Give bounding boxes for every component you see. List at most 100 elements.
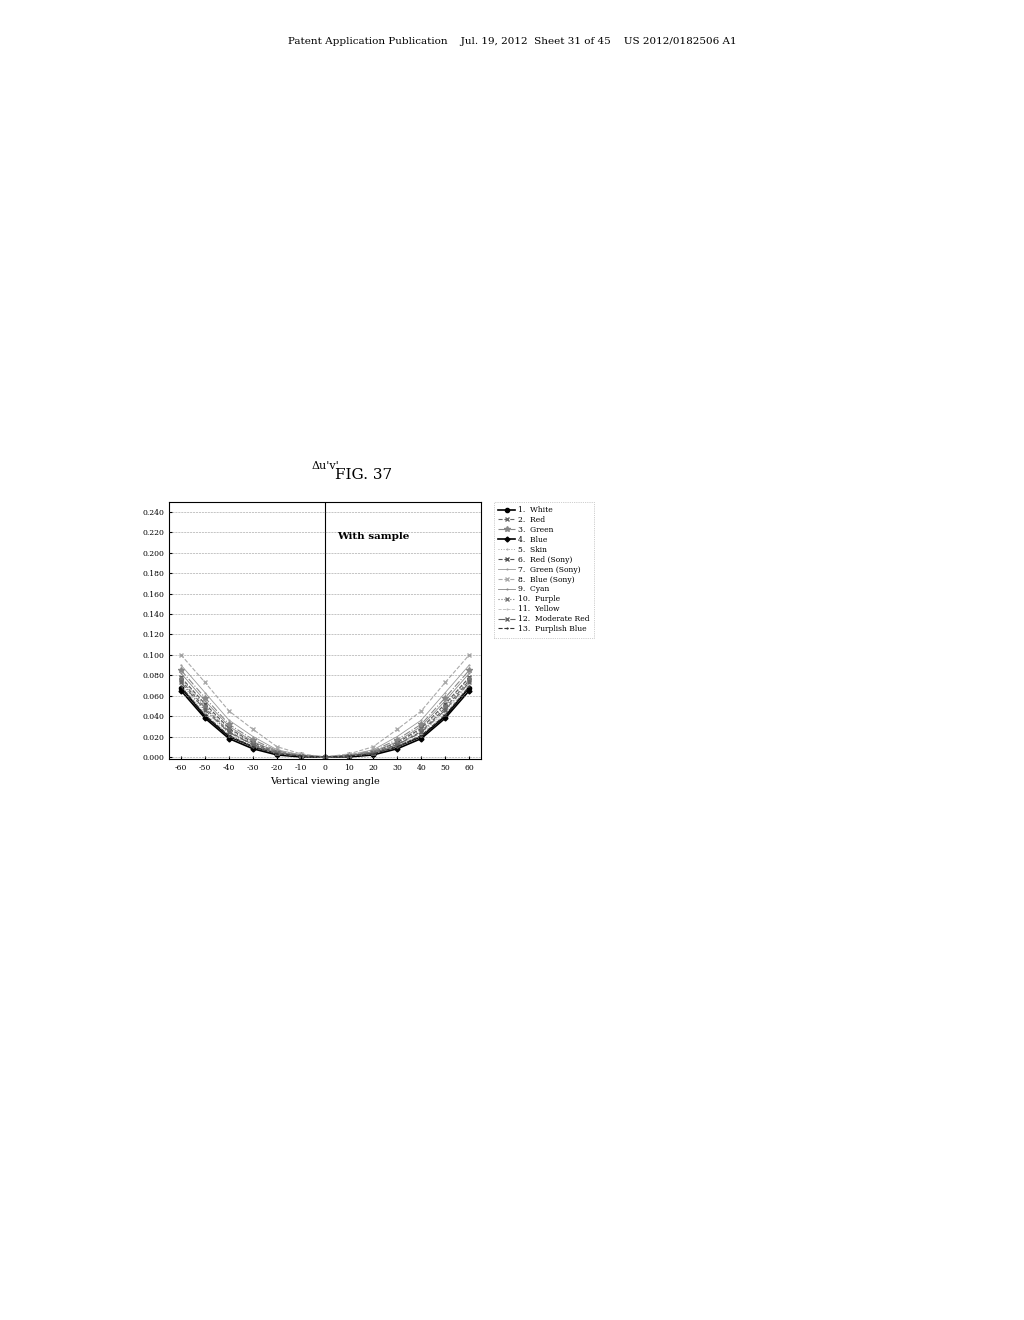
13.  Purplish Blue [223, 727, 236, 743]
5.  Skin [223, 726, 236, 742]
6.  Red (Sony) [439, 696, 452, 711]
11.  Yellow [175, 677, 187, 693]
4.  Blue [199, 710, 211, 726]
4.  Blue [367, 747, 379, 763]
7.  Green (Sony) [391, 729, 403, 744]
2.  Red [319, 748, 332, 764]
1.  White [415, 729, 427, 744]
13.  Purplish Blue [391, 739, 403, 755]
5.  Skin [295, 748, 307, 764]
5.  Skin [319, 748, 332, 764]
5.  Skin [199, 704, 211, 719]
10.  Purple [439, 698, 452, 714]
9.  Cyan [175, 665, 187, 681]
2.  Red [175, 672, 187, 688]
6.  Red (Sony) [367, 744, 379, 760]
11.  Yellow [343, 748, 355, 764]
12.  Moderate Red [199, 702, 211, 718]
12.  Moderate Red [367, 744, 379, 760]
7.  Green (Sony) [343, 747, 355, 763]
9.  Cyan [391, 734, 403, 750]
8.  Blue (Sony) [367, 739, 379, 755]
11.  Yellow [199, 706, 211, 722]
Text: Δu'v': Δu'v' [311, 461, 339, 471]
Line: 7.  Green (Sony): 7. Green (Sony) [180, 664, 470, 758]
3.  Green [271, 743, 284, 759]
1.  White [223, 729, 236, 744]
2.  Red [223, 723, 236, 739]
12.  Moderate Red [439, 702, 452, 718]
4.  Blue [295, 748, 307, 764]
Line: 8.  Blue (Sony): 8. Blue (Sony) [179, 652, 471, 759]
X-axis label: Vertical viewing angle: Vertical viewing angle [270, 777, 380, 787]
9.  Cyan [199, 693, 211, 709]
8.  Blue (Sony) [343, 746, 355, 762]
Line: 13.  Purplish Blue: 13. Purplish Blue [180, 686, 470, 758]
Text: With sample: With sample [337, 532, 410, 541]
2.  Red [367, 744, 379, 760]
11.  Yellow [319, 748, 332, 764]
Text: FIG. 37: FIG. 37 [335, 467, 392, 482]
10.  Purple [223, 722, 236, 738]
7.  Green (Sony) [439, 685, 452, 701]
10.  Purple [247, 735, 259, 751]
13.  Purplish Blue [247, 739, 259, 755]
3.  Green [295, 747, 307, 763]
11.  Yellow [391, 739, 403, 755]
11.  Yellow [415, 727, 427, 743]
10.  Purple [199, 698, 211, 714]
5.  Skin [415, 726, 427, 742]
5.  Skin [343, 748, 355, 764]
8.  Blue (Sony) [271, 739, 284, 755]
9.  Cyan [463, 665, 475, 681]
2.  Red [439, 700, 452, 715]
2.  Red [199, 700, 211, 715]
6.  Red (Sony) [463, 669, 475, 685]
13.  Purplish Blue [199, 708, 211, 723]
11.  Yellow [247, 739, 259, 755]
1.  White [463, 680, 475, 696]
13.  Purplish Blue [439, 708, 452, 723]
13.  Purplish Blue [319, 748, 332, 764]
13.  Purplish Blue [463, 678, 475, 694]
6.  Red (Sony) [271, 744, 284, 760]
2.  Red [463, 672, 475, 688]
10.  Purple [175, 671, 187, 686]
1.  White [343, 748, 355, 764]
Line: 6.  Red (Sony): 6. Red (Sony) [179, 676, 471, 759]
12.  Moderate Red [319, 748, 332, 764]
3.  Green [367, 743, 379, 759]
4.  Blue [439, 710, 452, 726]
8.  Blue (Sony) [319, 748, 332, 764]
9.  Cyan [295, 748, 307, 764]
2.  Red [247, 737, 259, 752]
3.  Green [343, 747, 355, 763]
7.  Green (Sony) [175, 657, 187, 673]
4.  Blue [247, 741, 259, 756]
8.  Blue (Sony) [199, 675, 211, 690]
2.  Red [343, 748, 355, 764]
12.  Moderate Red [415, 725, 427, 741]
3.  Green [415, 717, 427, 733]
13.  Purplish Blue [415, 727, 427, 743]
11.  Yellow [271, 746, 284, 762]
10.  Purple [271, 744, 284, 760]
Line: 3.  Green: 3. Green [178, 668, 472, 760]
8.  Blue (Sony) [415, 704, 427, 719]
Line: 5.  Skin: 5. Skin [180, 682, 470, 758]
12.  Moderate Red [247, 737, 259, 752]
7.  Green (Sony) [295, 747, 307, 763]
5.  Skin [175, 676, 187, 692]
4.  Blue [415, 731, 427, 747]
6.  Red (Sony) [199, 696, 211, 711]
3.  Green [175, 663, 187, 678]
3.  Green [391, 731, 403, 747]
Line: 12.  Moderate Red: 12. Moderate Red [179, 680, 471, 759]
3.  Green [223, 717, 236, 733]
6.  Red (Sony) [295, 748, 307, 764]
9.  Cyan [439, 693, 452, 709]
12.  Moderate Red [343, 748, 355, 764]
Legend: 1.  White, 2.  Red, 3.  Green, 4.  Blue, 5.  Skin, 6.  Red (Sony), 7.  Green (So: 1. White, 2. Red, 3. Green, 4. Blue, 5. … [494, 502, 594, 638]
5.  Skin [439, 704, 452, 719]
7.  Green (Sony) [271, 742, 284, 758]
